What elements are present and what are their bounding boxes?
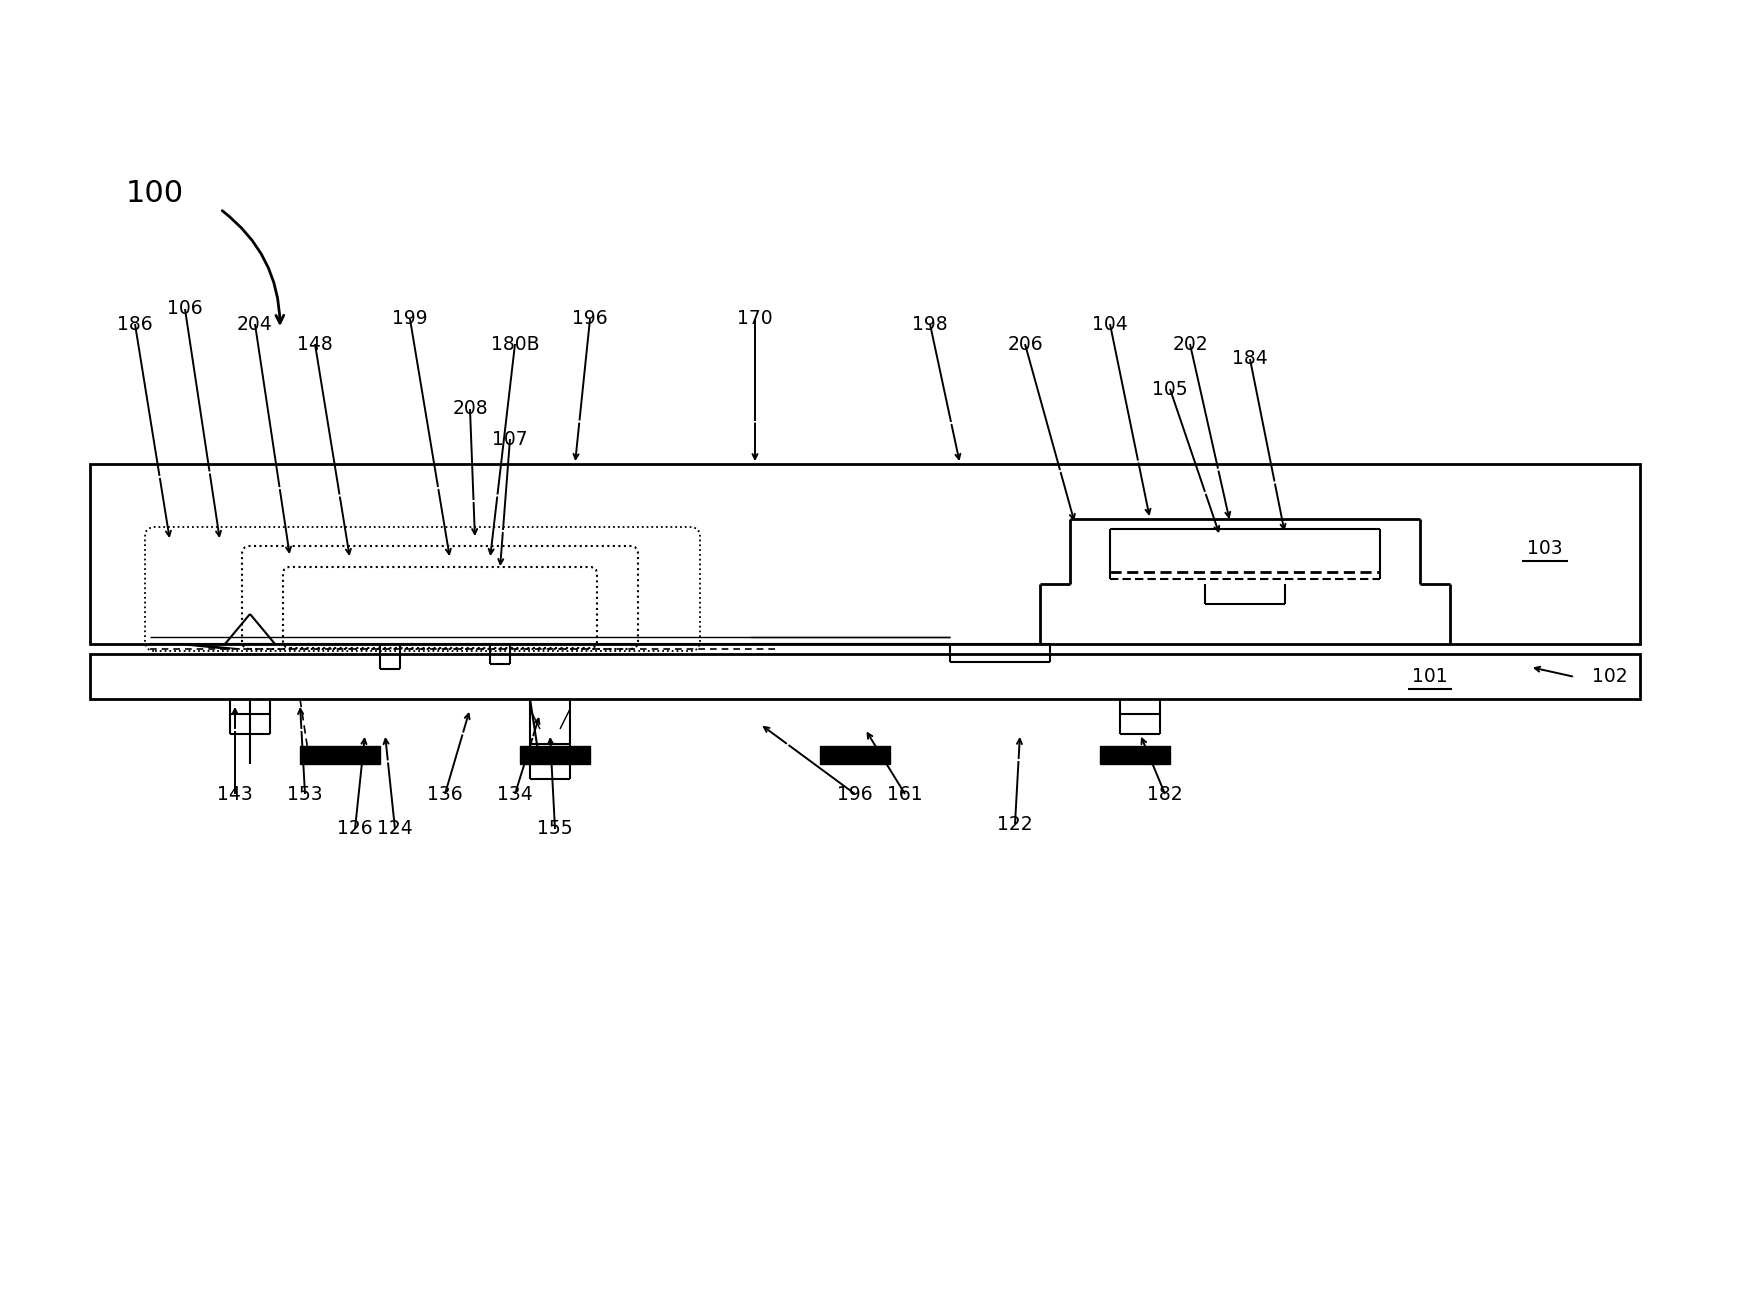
Text: 184: 184 xyxy=(1231,350,1268,369)
Text: 196: 196 xyxy=(837,784,872,804)
Text: 155: 155 xyxy=(537,819,572,839)
Text: 103: 103 xyxy=(1528,539,1563,559)
Text: 134: 134 xyxy=(497,784,534,804)
Bar xyxy=(1100,746,1170,764)
Text: 124: 124 xyxy=(377,819,413,839)
Text: 202: 202 xyxy=(1172,335,1209,353)
Text: 153: 153 xyxy=(288,784,323,804)
Text: 106: 106 xyxy=(167,300,202,318)
Text: 126: 126 xyxy=(337,819,373,839)
Text: 105: 105 xyxy=(1153,380,1188,398)
Text: 102: 102 xyxy=(1592,668,1627,686)
Text: 180B: 180B xyxy=(490,335,539,353)
Text: 198: 198 xyxy=(912,314,947,334)
Text: 143: 143 xyxy=(216,784,253,804)
Text: 182: 182 xyxy=(1148,784,1182,804)
Text: 170: 170 xyxy=(738,309,773,329)
Text: 196: 196 xyxy=(572,309,609,329)
Text: 186: 186 xyxy=(117,314,153,334)
Text: 100: 100 xyxy=(126,179,185,208)
Bar xyxy=(91,654,1639,699)
Text: 104: 104 xyxy=(1092,314,1128,334)
Text: 208: 208 xyxy=(452,399,488,419)
Text: 136: 136 xyxy=(427,784,462,804)
Text: 148: 148 xyxy=(296,335,333,353)
Text: 101: 101 xyxy=(1413,668,1448,686)
Text: 204: 204 xyxy=(237,314,272,334)
Bar xyxy=(91,463,1639,644)
Text: 122: 122 xyxy=(998,814,1032,834)
Text: 199: 199 xyxy=(392,309,427,329)
Bar xyxy=(520,746,589,764)
Text: 107: 107 xyxy=(492,429,528,449)
Bar xyxy=(300,746,380,764)
Text: 161: 161 xyxy=(888,784,923,804)
Bar xyxy=(820,746,889,764)
Text: 206: 206 xyxy=(1008,335,1043,353)
